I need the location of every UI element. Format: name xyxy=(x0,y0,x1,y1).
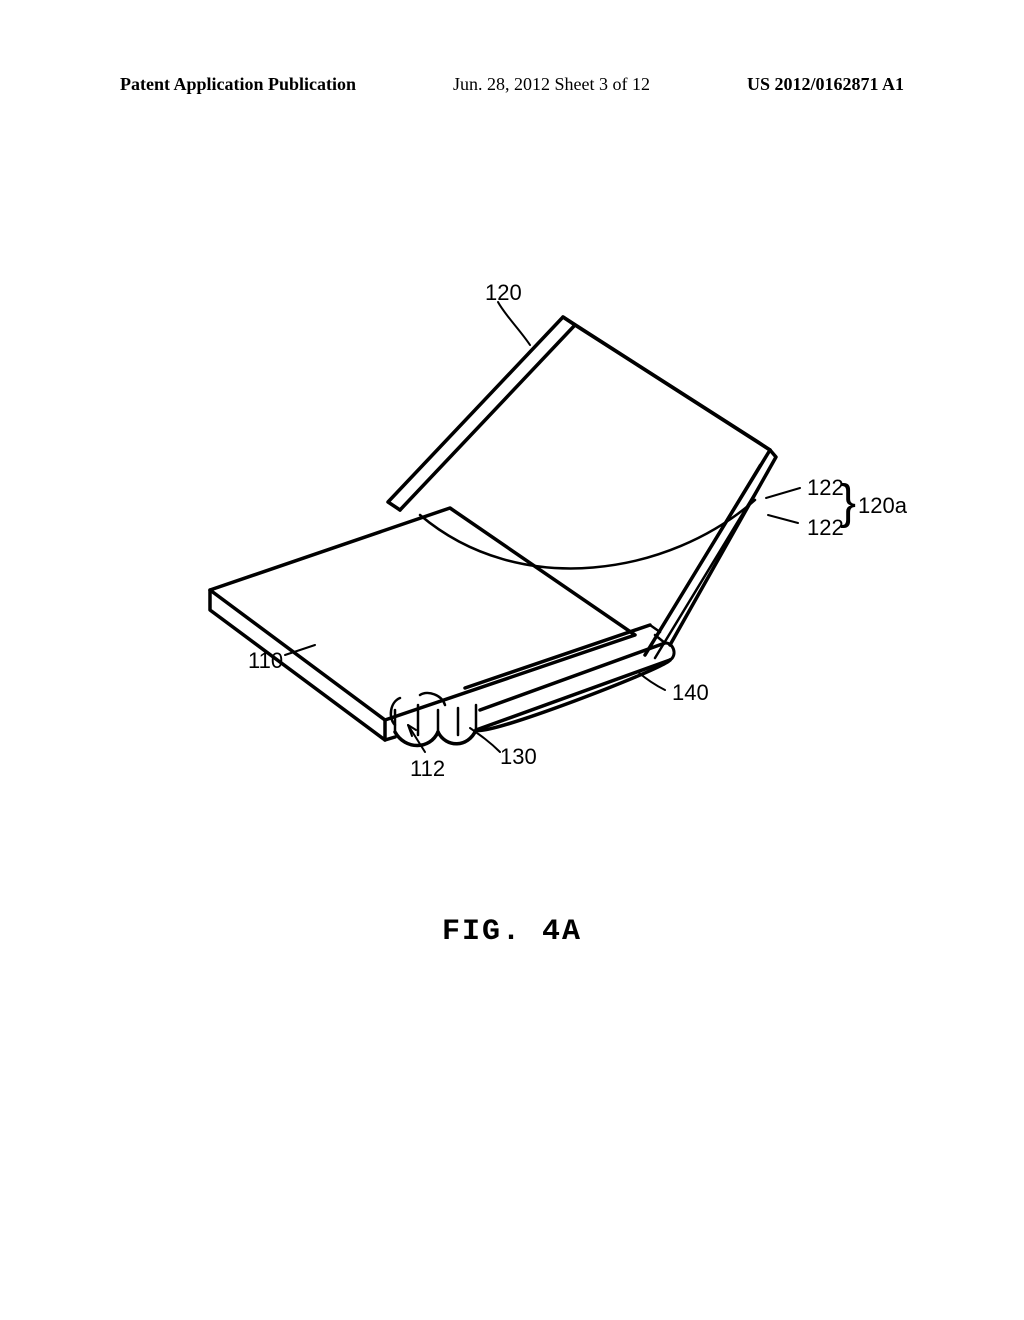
header-left-text: Patent Application Publication xyxy=(120,74,356,95)
ref-110: 110 xyxy=(248,648,283,674)
ref-122-upper: 122 xyxy=(807,475,844,501)
ref-112: 112 xyxy=(410,756,445,782)
page-header: Patent Application Publication Jun. 28, … xyxy=(0,74,1024,95)
brace-icon: } xyxy=(840,479,856,527)
figure-drawing: 120 122 122 120a } 110 112 130 140 xyxy=(170,290,850,790)
ref-140: 140 xyxy=(672,680,709,706)
ref-122-lower: 122 xyxy=(807,515,844,541)
header-right-text: US 2012/0162871 A1 xyxy=(747,74,904,95)
figure-caption: FIG. 4A xyxy=(0,915,1024,949)
header-center-text: Jun. 28, 2012 Sheet 3 of 12 xyxy=(453,74,650,95)
ref-120: 120 xyxy=(485,280,522,306)
ref-120a: 120a xyxy=(858,493,907,519)
laptop-hinge-diagram xyxy=(170,290,850,790)
ref-130: 130 xyxy=(500,744,537,770)
